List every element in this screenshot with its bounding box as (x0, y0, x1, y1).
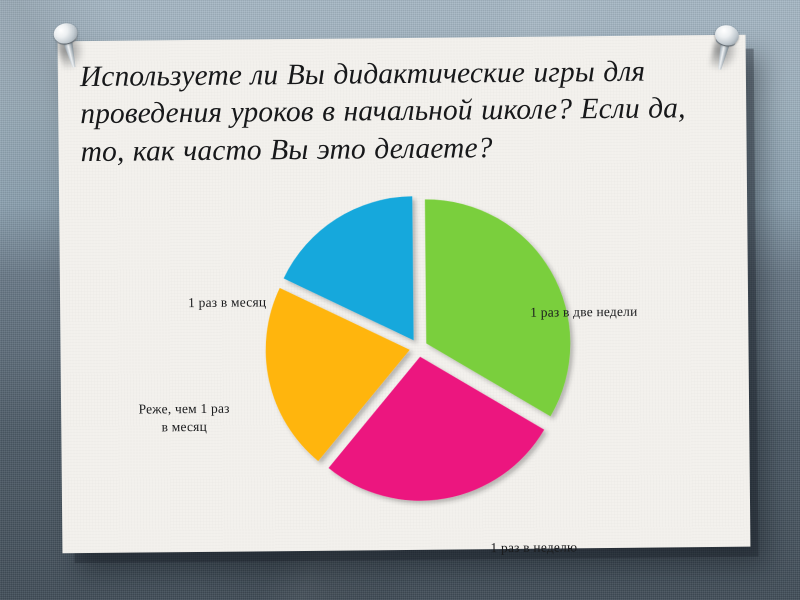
pie-chart: 1 раз в месяц 1 раз в две недели Реже, ч… (59, 196, 750, 556)
pie-label-rarely-line1: Реже, чем 1 раз (138, 400, 230, 417)
pie-slice-rarely[interactable] (265, 287, 411, 462)
pie-slice-month[interactable] (283, 196, 414, 341)
paper-slide-card: Используете ли Вы дидактические игры для… (57, 34, 751, 556)
pie-slice-two-weeks[interactable] (424, 198, 571, 417)
pie-label-week: 1 раз в неделю (490, 539, 578, 556)
pie-svg (265, 196, 571, 502)
pie-slice-week[interactable] (328, 356, 545, 502)
pie-label-rarely: Реже, чем 1 раз в месяц (109, 399, 259, 436)
pie-label-month: 1 раз в месяц (188, 294, 267, 311)
pie-label-two-weeks: 1 раз в две недели (530, 303, 638, 320)
pie-graphic (265, 196, 574, 511)
pie-label-rarely-line2: в месяц (161, 418, 208, 434)
page-title: Используете ли Вы дидактические игры для… (79, 55, 686, 168)
